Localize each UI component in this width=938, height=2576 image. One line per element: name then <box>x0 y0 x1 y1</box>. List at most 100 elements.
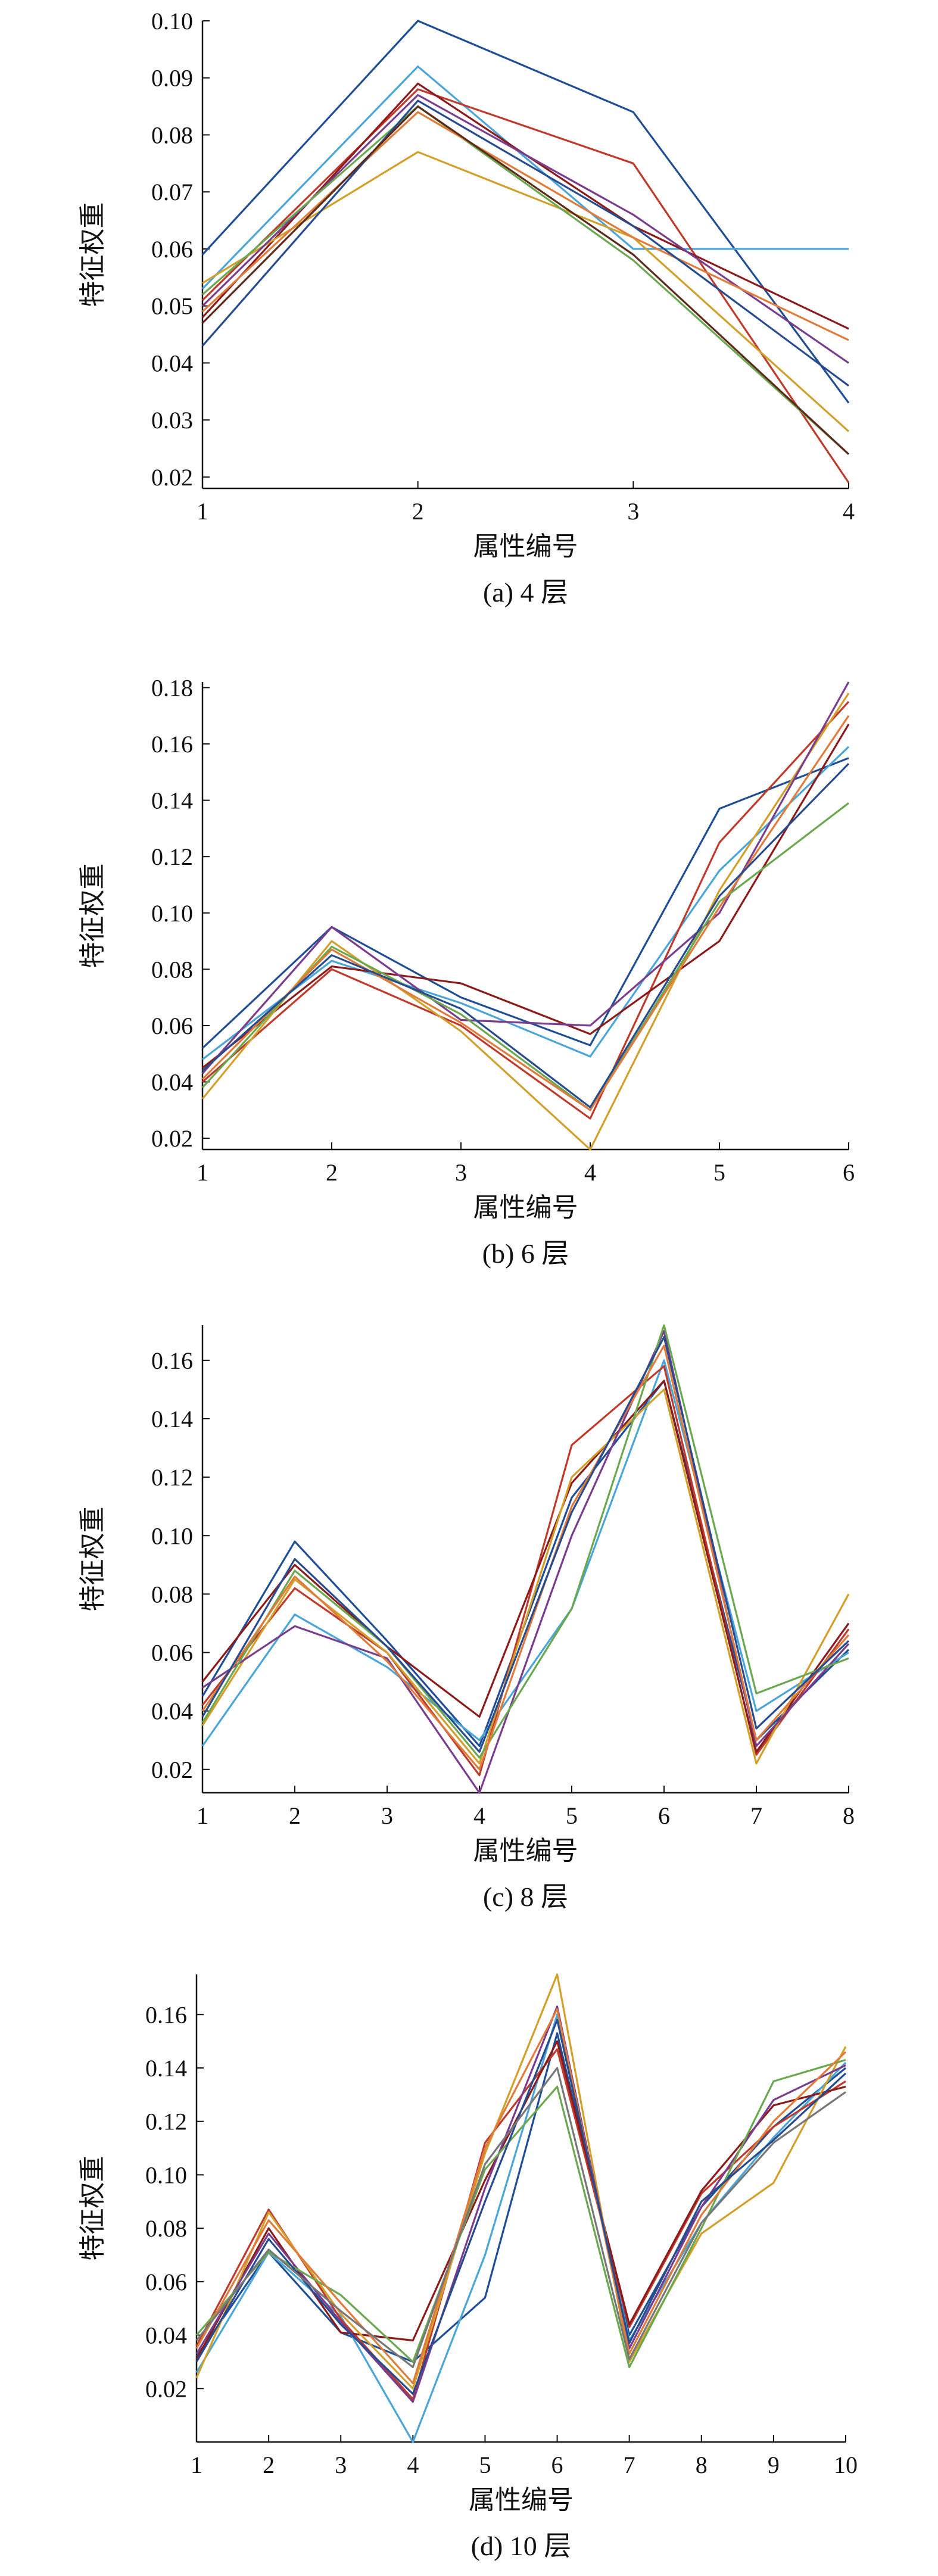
series-line <box>195 1973 847 2390</box>
series-line <box>201 65 849 290</box>
chart-panel: 0.02 0.04 0.06 0.08 0.10 0.12 0.14 0.16 1 2 3 4 5 6 7 8… <box>77 1324 855 1912</box>
x-axis-title: 属性编号 <box>469 2485 574 2515</box>
x-tick-label: 6 <box>843 1159 855 1186</box>
series-line <box>195 2013 847 2443</box>
series-line <box>195 2048 846 2400</box>
y-tick-label: 0.09 <box>151 65 193 92</box>
y-tick-label: 0.06 <box>145 2269 187 2295</box>
series-line <box>195 2058 846 2368</box>
y-axis-title: 特征权重 <box>77 2156 108 2261</box>
y-tick-label: 0.12 <box>145 2108 187 2135</box>
series-line <box>201 94 849 364</box>
y-tick-label: 0.10 <box>151 1522 193 1549</box>
chart-panel: 0.02 0.04 0.06 0.08 0.10 0.12 0.14 0.16 0.18 1 2 3 4… <box>77 674 855 1269</box>
chart-caption: (b) 6 层 <box>482 1238 569 1269</box>
x-tick-label: 5 <box>713 1159 725 1186</box>
x-tick-label: 8 <box>696 2452 708 2478</box>
y-tick-label: 0.04 <box>145 2322 187 2349</box>
chart-caption: (d) 10 层 <box>471 2531 572 2561</box>
x-tick-label: 4 <box>473 1802 485 1829</box>
y-tick-label: 0.06 <box>151 236 193 263</box>
y-tick-label: 0.03 <box>151 407 193 434</box>
chart-panel: 0.02 0.03 0.04 0.05 0.06 0.07 0.08 0.09 0.10 1 2 3 4… <box>77 8 855 608</box>
y-tick-label: 0.12 <box>151 843 193 870</box>
y-tick-label: 0.12 <box>151 1464 193 1491</box>
x-tick-label: 4 <box>407 2452 419 2478</box>
y-tick-label: 0.04 <box>151 350 193 376</box>
series-line <box>202 151 850 432</box>
y-tick-label: 0.02 <box>151 1756 193 1783</box>
y-axis-title: 特征权重 <box>77 864 108 968</box>
series-line <box>201 99 849 387</box>
y-tick-label: 0.10 <box>151 900 193 927</box>
y-tick-label: 0.04 <box>151 1069 193 1096</box>
y-tick-label: 0.08 <box>151 956 193 983</box>
series-line <box>201 1344 850 1771</box>
y-tick-label: 0.16 <box>151 731 193 758</box>
y-tick-label: 0.08 <box>151 1581 193 1608</box>
x-tick-label: 8 <box>843 1802 855 1829</box>
y-tick-label: 0.02 <box>151 464 193 491</box>
series-line <box>201 20 850 404</box>
y-tick-label: 0.16 <box>145 2001 187 2028</box>
x-tick-label: 3 <box>627 498 639 525</box>
series-line <box>201 715 850 1111</box>
y-tick-label: 0.10 <box>145 2161 187 2188</box>
series-line <box>201 88 850 484</box>
series-line <box>195 2067 846 2368</box>
series-line <box>195 2019 847 2395</box>
y-tick-label: 0.05 <box>151 293 193 320</box>
series-line <box>202 746 850 1060</box>
x-tick-label: 7 <box>750 1802 762 1829</box>
chart-caption: (c) 8 层 <box>483 1882 568 1912</box>
series-line <box>195 2032 847 2363</box>
x-axis-title: 属性编号 <box>473 531 578 562</box>
x-tick-label: 2 <box>412 498 424 525</box>
x-tick-label: 3 <box>335 2452 347 2478</box>
x-tick-label: 4 <box>584 1159 596 1186</box>
y-axis-title: 特征权重 <box>77 203 108 307</box>
y-tick-label: 0.14 <box>145 2055 187 2082</box>
series-line <box>201 105 850 455</box>
x-tick-label: 5 <box>566 1802 578 1829</box>
x-tick-label: 1 <box>197 1802 208 1829</box>
x-tick-label: 2 <box>289 1802 301 1829</box>
y-tick-label: 0.07 <box>151 179 193 205</box>
y-tick-label: 0.14 <box>151 1406 193 1432</box>
series-line <box>202 724 850 1069</box>
x-tick-label: 3 <box>455 1159 467 1186</box>
y-tick-label: 0.08 <box>151 122 193 148</box>
y-tick-label: 0.06 <box>151 1640 193 1667</box>
y-tick-label: 0.06 <box>151 1013 193 1039</box>
y-tick-label: 0.02 <box>145 2375 187 2402</box>
x-tick-label: 6 <box>658 1802 670 1829</box>
y-tick-label: 0.16 <box>151 1347 193 1374</box>
x-tick-label: 3 <box>381 1802 393 1829</box>
x-axis-title: 属性编号 <box>473 1192 578 1223</box>
series-line <box>201 762 850 1108</box>
y-tick-label: 0.08 <box>145 2215 187 2242</box>
x-axis-title: 属性编号 <box>473 1836 578 1866</box>
series-line <box>201 1365 850 1777</box>
x-tick-label: 2 <box>326 1159 338 1186</box>
series-line <box>195 2008 847 2384</box>
y-tick-label: 0.04 <box>151 1698 193 1725</box>
series-line <box>201 701 850 1120</box>
series-line <box>201 105 850 455</box>
x-tick-label: 1 <box>191 2452 202 2478</box>
series-line <box>201 1324 849 1759</box>
x-tick-label: 1 <box>197 498 208 525</box>
series-line <box>201 111 849 341</box>
x-tick-label: 5 <box>479 2452 491 2478</box>
y-tick-label: 0.14 <box>151 787 193 814</box>
series-line <box>201 757 849 1049</box>
series-line <box>201 1359 849 1747</box>
x-tick-label: 2 <box>263 2452 275 2478</box>
y-tick-label: 0.18 <box>151 674 193 701</box>
x-tick-label: 10 <box>834 2452 858 2478</box>
series-line <box>201 1336 850 1753</box>
y-axis-title: 特征权重 <box>77 1507 108 1612</box>
y-tick-label: 0.10 <box>151 8 193 35</box>
x-tick-label: 4 <box>843 498 855 525</box>
x-tick-label: 7 <box>624 2452 635 2478</box>
